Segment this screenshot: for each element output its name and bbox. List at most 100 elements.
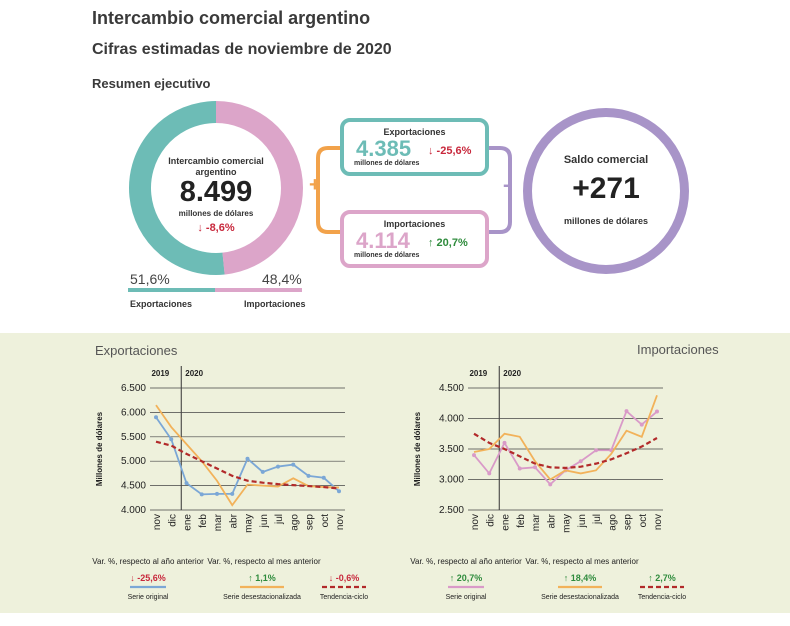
series-line-0 <box>473 409 658 486</box>
x-tick-label: jun <box>577 514 588 528</box>
data-point <box>260 469 265 474</box>
y-axis-label: Millones de dólares <box>95 411 104 486</box>
legend-caption: Var. %, respecto al año anterior <box>92 557 204 566</box>
y-tick-label: 5.500 <box>121 432 146 443</box>
exports-box-unit: millones de dólares <box>354 160 420 167</box>
export-share-label: Exportaciones <box>130 299 193 309</box>
exports-box-value: 4.385 <box>356 136 412 161</box>
data-point <box>154 415 158 420</box>
minus-sign: - <box>503 174 510 196</box>
imports-box-unit: millones de dólares <box>354 252 420 259</box>
x-tick-label: nov <box>470 514 481 530</box>
data-point <box>245 456 250 461</box>
x-tick-label: abr <box>546 513 557 528</box>
legend-change: ↑ 2,7% <box>648 573 676 583</box>
page-title: Intercambio comercial argentino <box>92 8 371 28</box>
balance-label: Saldo comercial <box>563 154 649 166</box>
x-tick-label: mar <box>531 513 542 531</box>
legend-change: ↑ 18,4% <box>564 573 597 583</box>
data-point <box>487 471 492 476</box>
x-tick-label: sep <box>305 514 316 531</box>
data-point <box>337 489 341 494</box>
data-point <box>548 482 553 487</box>
donut-imports-segment <box>129 101 303 275</box>
legend-series-name: Serie original <box>446 594 487 601</box>
balance-value: +271 <box>572 172 640 205</box>
year-label: 2019 <box>469 369 487 378</box>
imports-box-label: Importaciones <box>383 219 446 229</box>
x-tick-label: jul <box>274 514 285 525</box>
exports-box-label: Exportaciones <box>383 127 446 137</box>
x-tick-label: ago <box>607 514 618 531</box>
y-tick-label: 4.500 <box>439 383 464 394</box>
data-point <box>199 492 204 497</box>
import-share-label: Importaciones <box>244 299 306 309</box>
x-tick-label: nov <box>653 514 664 530</box>
legend-series-name: Serie desestacionalizada <box>223 594 301 601</box>
y-tick-label: 2.500 <box>439 505 464 516</box>
data-point <box>230 491 235 496</box>
x-tick-label: feb <box>516 514 527 528</box>
balance-unit: millones de dólares <box>563 216 649 226</box>
x-tick-label: nov <box>335 514 346 530</box>
data-point <box>169 437 174 442</box>
x-tick-label: ene <box>183 514 194 531</box>
total-unit: millones de dólares <box>178 209 254 218</box>
y-axis-label: Millones de dólares <box>413 411 422 486</box>
y-tick-label: 6.000 <box>121 407 146 418</box>
year-label: 2020 <box>503 369 521 378</box>
data-point <box>276 464 280 469</box>
year-label: 2019 <box>151 369 169 378</box>
x-tick-label: sep <box>623 514 634 531</box>
y-tick-label: 3.500 <box>439 444 464 455</box>
y-tick-label: 4.500 <box>121 481 146 492</box>
x-tick-label: dic <box>485 514 496 527</box>
total-change: ↓ -8,6% <box>197 222 235 234</box>
exports-box-change: ↓ -25,6% <box>428 145 472 157</box>
exports-chart-title: Exportaciones <box>95 343 178 358</box>
y-tick-label: 6.500 <box>121 383 146 394</box>
data-point <box>472 453 476 458</box>
data-point <box>502 440 507 445</box>
series-line-2 <box>155 440 340 490</box>
legend-change: ↑ 20,7% <box>450 573 483 583</box>
x-tick-label: ene <box>501 514 512 531</box>
x-tick-label: feb <box>198 514 209 528</box>
page-subtitle: Cifras estimadas de noviembre de 2020 <box>92 41 392 58</box>
x-tick-label: jun <box>259 514 270 528</box>
legend-series-name: Tendencia-ciclo <box>320 594 368 601</box>
legend-caption: Var. %, respecto al mes anterior <box>525 557 639 566</box>
plus-sign: + <box>309 174 321 196</box>
data-point <box>321 475 326 480</box>
x-tick-label: nov <box>152 514 163 530</box>
legend-change: ↓ -0,6% <box>329 573 360 583</box>
data-point <box>184 481 189 486</box>
data-point <box>624 409 629 414</box>
legend-series-name: Serie desestacionalizada <box>541 594 619 601</box>
data-point <box>533 465 537 470</box>
data-point <box>639 422 644 427</box>
imports-box-value: 4.114 <box>356 228 410 253</box>
x-tick-label: jul <box>592 514 603 525</box>
imports-chart-title: Importaciones <box>637 342 719 357</box>
year-label: 2020 <box>185 369 203 378</box>
section-title: Resumen ejecutivo <box>92 76 211 91</box>
x-tick-label: dic <box>167 514 178 527</box>
series-line-1 <box>473 395 658 481</box>
x-tick-label: oct <box>638 514 649 528</box>
legend-change: ↑ 1,1% <box>248 573 276 583</box>
data-point <box>215 491 219 496</box>
legend-series-name: Serie original <box>128 594 169 601</box>
series-line-2 <box>473 432 658 470</box>
charts-panel <box>0 333 790 613</box>
y-tick-label: 3.000 <box>439 475 464 486</box>
export-share-bar <box>128 288 215 292</box>
total-value: 8.499 <box>179 176 253 208</box>
exports-summary-box: Exportaciones <box>340 118 489 176</box>
x-tick-label: abr <box>228 513 239 528</box>
legend-caption: Var. %, respecto al año anterior <box>410 557 522 566</box>
legend-series-name: Tendencia-ciclo <box>638 594 686 601</box>
imports-summary-box: Importaciones <box>340 210 489 268</box>
legend-caption: Var. %, respecto al mes anterior <box>207 557 321 566</box>
import-share-bar <box>215 288 302 292</box>
